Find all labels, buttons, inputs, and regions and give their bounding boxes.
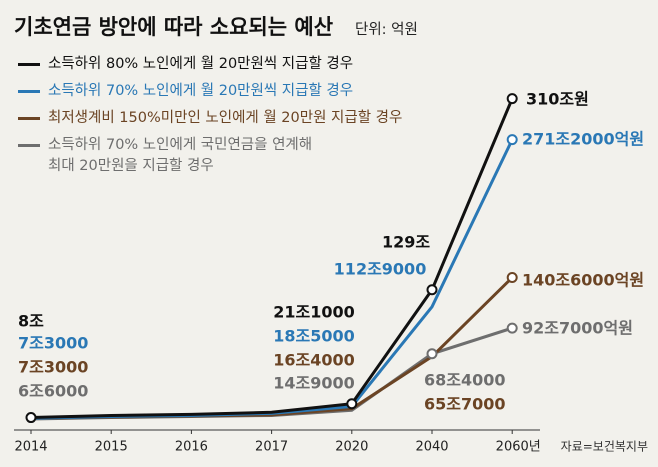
legend-swatch: [18, 63, 40, 66]
legend-item: 소득하위 70% 노인에게 월 20만원씩 지급할 경우: [18, 81, 402, 102]
data-label: 6조6000: [18, 382, 88, 401]
data-label: 140조6000억원: [522, 271, 644, 290]
point-marker: [506, 93, 518, 105]
data-label: 18조5000: [273, 327, 355, 346]
point-marker: [426, 348, 438, 360]
point-marker: [346, 398, 358, 410]
data-label: 16조4000: [273, 351, 355, 370]
x-tick-label: 2040: [415, 440, 448, 455]
chart-title: 기초연금 방안에 따라 소요되는 예산: [14, 15, 333, 39]
data-label: 65조7000: [424, 395, 506, 414]
legend-label: 소득하위 70% 노인에게 국민연금을 연계해 최대 20만원을 지급할 경우: [48, 137, 313, 174]
data-label: 8조: [18, 312, 44, 331]
legend-item: 최저생계비 150%미만인 노인에게 월 20만원 지급할 경우: [18, 108, 402, 129]
data-label: 68조4000: [424, 371, 506, 390]
data-label: 21조1000: [273, 303, 355, 322]
x-tick-label: 2060년: [496, 440, 541, 455]
data-label: 7조3000: [18, 358, 88, 377]
legend-swatch: [18, 90, 40, 93]
point-marker: [506, 272, 518, 284]
data-label: 129조: [382, 233, 430, 252]
legend-label: 소득하위 70% 노인에게 월 20만원씩 지급할 경우: [48, 83, 354, 99]
point-marker: [426, 284, 438, 296]
legend-swatch: [18, 117, 40, 120]
source: 자료=보건복지부: [561, 440, 648, 454]
legend-label: 소득하위 80% 노인에게 월 20만원씩 지급할 경우: [48, 56, 354, 72]
legend-label: 최저생계비 150%미만인 노인에게 월 20만원 지급할 경우: [48, 110, 403, 126]
unit: 단위: 억원: [355, 21, 418, 38]
point-marker: [506, 322, 518, 334]
data-label: 310조원: [526, 90, 589, 109]
legend-item: 소득하위 80% 노인에게 월 20만원씩 지급할 경우: [18, 54, 402, 75]
data-label: 271조2000억원: [522, 130, 644, 149]
x-tick-label: 2015: [95, 440, 128, 455]
x-tick-label: 2020: [335, 440, 368, 455]
x-tick-label: 2014: [14, 440, 47, 455]
data-label: 7조3000: [18, 334, 88, 353]
data-label: 112조9000: [334, 260, 427, 279]
data-label: 92조7000억원: [522, 319, 633, 338]
legend-item: 소득하위 70% 노인에게 국민연금을 연계해 최대 20만원을 지급할 경우: [18, 135, 402, 177]
x-tick-label: 2017: [255, 440, 288, 455]
point-marker: [25, 412, 37, 424]
point-marker: [506, 134, 518, 146]
x-tick-label: 2016: [175, 440, 208, 455]
legend-swatch: [18, 144, 40, 147]
data-label: 14조9000: [273, 374, 355, 393]
